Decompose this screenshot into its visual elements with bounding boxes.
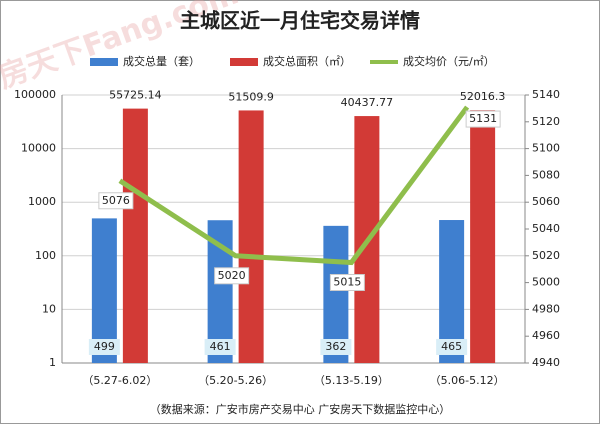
value-label: 461 — [210, 340, 231, 353]
y2-tick-label: 5140 — [532, 88, 560, 101]
y-tick-label: 1 — [49, 356, 56, 369]
y2-tick-label: 5100 — [532, 142, 560, 155]
line — [118, 105, 470, 266]
y2-tick-label: 5040 — [532, 222, 560, 235]
value-label: 5015 — [333, 276, 361, 289]
x-tick-label: （5.27-6.02） — [82, 374, 157, 387]
value-label: 5131 — [469, 112, 497, 125]
value-label: 55725.14 — [109, 89, 162, 102]
legend-label: 成交总量（套） — [123, 54, 200, 68]
y2-tick-label: 4940 — [532, 356, 560, 369]
value-label: 362 — [325, 340, 346, 353]
y2-tick-label: 4980 — [532, 302, 560, 315]
value-label-box — [320, 339, 352, 355]
value-label: 465 — [441, 340, 462, 353]
x-tick-label: （5.20-5.26） — [198, 374, 273, 387]
y-tick-label: 1000 — [28, 195, 56, 208]
x-tick-label: （5.06-5.12） — [430, 374, 505, 387]
y-tick-label: 10 — [42, 302, 56, 315]
value-label: 52016.3 — [460, 90, 506, 103]
y-tick-label: 100 — [35, 249, 56, 262]
value-label-box — [214, 267, 250, 285]
value-label: 499 — [94, 340, 115, 353]
bar — [91, 218, 117, 363]
y2-tick-label: 5060 — [532, 195, 560, 208]
bar — [122, 108, 148, 363]
legend-swatch — [90, 58, 118, 66]
legend-swatch — [230, 58, 258, 66]
y2-tick-label: 5120 — [532, 115, 560, 128]
y2-tick-label: 5000 — [532, 276, 560, 289]
value-label-box — [204, 339, 236, 355]
value-label: 5020 — [218, 269, 246, 282]
y-tick-label: 10000 — [21, 142, 56, 155]
value-label-box — [98, 192, 134, 210]
source-note: （数据来源：广安市房产交易中心 广安房天下数据监控中心） — [150, 402, 451, 416]
value-label: 40437.77 — [341, 96, 394, 109]
legend-label: 成交均价（元/㎡） — [403, 54, 495, 68]
x-tick-label: （5.13-5.19） — [314, 374, 389, 387]
bar — [470, 110, 496, 363]
value-label: 51509.9 — [228, 90, 274, 103]
y2-tick-label: 5020 — [532, 249, 560, 262]
y-tick-label: 100000 — [14, 88, 56, 101]
value-label: 5076 — [102, 194, 130, 207]
chart-title: 主城区近一月住宅交易详情 — [180, 9, 420, 33]
bar — [238, 110, 264, 363]
value-label-box — [465, 110, 501, 128]
legend-label: 成交总面积（㎡） — [263, 54, 351, 68]
value-label-box — [329, 274, 365, 291]
value-label-box — [88, 339, 120, 355]
y2-tick-label: 5080 — [532, 168, 560, 181]
value-label-box — [436, 339, 468, 355]
y2-tick-label: 4960 — [532, 329, 560, 342]
